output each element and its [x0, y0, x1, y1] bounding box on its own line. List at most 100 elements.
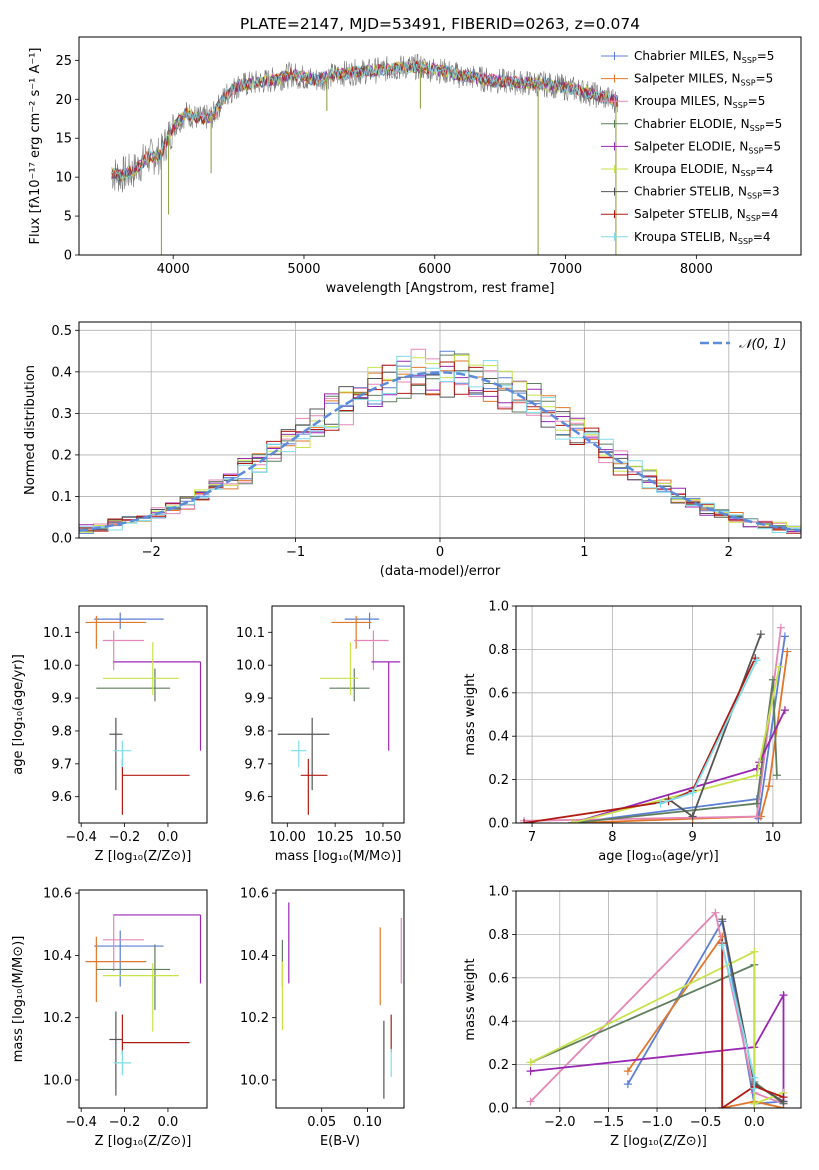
- y-tick-label: 0.0: [488, 1102, 509, 1117]
- y-tick-label: 0.5: [51, 324, 72, 339]
- point-marker: [756, 630, 765, 639]
- y-tick-label: 0.6: [488, 686, 509, 701]
- line-chabrier-elodie: [572, 679, 778, 823]
- y-axis-label: mass weight: [463, 958, 478, 1040]
- mass_vs_Z-axes: −0.4 −0.2 0.0 10.0 10.2 10.4 10.6 Z [log₁₀(Z/Z⊙…: [11, 887, 208, 1149]
- x-tick-label: −0.4: [65, 1115, 97, 1130]
- axes-frame: [271, 605, 405, 824]
- y-tick-label: 10.1: [236, 626, 265, 641]
- y-axis-label: Flux [fλ10⁻¹⁷ erg cm⁻² s⁻¹ A⁻¹]: [28, 48, 43, 245]
- x-tick-label: 6000: [418, 262, 451, 277]
- legend-label: Kroupa STELIB, NSSP=4: [634, 230, 771, 246]
- line-salpeter-miles: [627, 933, 784, 1108]
- y-tick-label: 10.4: [240, 949, 269, 964]
- errorbar-kroupa-stelib: [113, 740, 132, 768]
- y-tick-label: 0.0: [51, 532, 72, 547]
- point-marker: [750, 947, 759, 956]
- y-tick-label: 5: [64, 210, 72, 225]
- point-marker: [779, 991, 788, 1000]
- y-tick-label: 10.0: [43, 659, 72, 674]
- errorbar-salpeter-elodie: [113, 661, 202, 751]
- y-tick-label: 9.8: [51, 724, 72, 739]
- legend-label: Salpeter MILES, NSSP=5: [634, 72, 773, 88]
- axes-frame: [78, 36, 802, 256]
- y-tick-label: 0.6: [488, 971, 509, 986]
- point-marker: [526, 1067, 535, 1076]
- x-tick-label: 8000: [680, 262, 713, 277]
- y-tick-label: 10: [55, 171, 72, 186]
- y-tick-label: 0.8: [488, 643, 509, 658]
- x-tick-label: 1: [580, 545, 588, 560]
- y-tick-label: 0.2: [488, 1058, 509, 1073]
- age_vs_mass-plot-area: [277, 612, 401, 815]
- x-axis-label: wavelength [Angstrom, rest frame]: [326, 281, 555, 296]
- x-tick-label: −2: [142, 545, 161, 560]
- x-axis-label: Z [log₁₀(Z/Z⊙)]: [95, 1134, 192, 1149]
- point-marker: [768, 675, 777, 684]
- x-tick-label: −2.0: [544, 1115, 576, 1130]
- y-tick-label: 0: [64, 249, 72, 264]
- y-axis-label: mass [log₁₀(M/M⊙)]: [11, 936, 26, 1063]
- y-tick-label: 10.2: [240, 1011, 269, 1026]
- x-tick-label: 7000: [549, 262, 582, 277]
- x-axis-label: (data-model)/error: [380, 564, 501, 579]
- point-marker: [772, 771, 781, 780]
- point-marker: [752, 656, 761, 665]
- point-marker: [752, 799, 761, 808]
- errorbar-salpeter-stelib: [300, 758, 328, 815]
- x-tick-label: 10.50: [364, 830, 401, 845]
- errorbar-chabrier-elodie: [96, 668, 171, 702]
- point-marker: [718, 915, 727, 924]
- point-marker: [688, 788, 697, 797]
- y-tick-label: 25: [55, 54, 72, 69]
- y-tick-label: 9.6: [244, 790, 265, 805]
- point-marker: [718, 1104, 727, 1108]
- age_vs_mass-axes: 10.00 10.25 10.50 9.6 9.7 9.8 9.9 10.0 10.1 mass …: [236, 605, 405, 864]
- line-salpeter-stelib: [721, 943, 784, 1108]
- y-tick-label: 9.8: [244, 724, 265, 739]
- x-tick-label: 9: [688, 830, 696, 845]
- errorbar-salpeter-stelib: [121, 758, 190, 815]
- x-tick-label: 7: [528, 830, 536, 845]
- y-axis-label: age [log₁₀(age/yr)]: [11, 654, 26, 775]
- x-tick-label: 4000: [157, 262, 190, 277]
- mass_weight_vs_Z-axes: −2.0 −1.5 −1.0 −0.5 0.0 0.0 0.2 0.4 0.6 0.8 1.0 Z […: [463, 885, 802, 1149]
- y-tick-label: 10.1: [43, 626, 72, 641]
- x-tick-label: −1.5: [593, 1115, 625, 1130]
- residuals-axes: −2 −1 0 1 2 0.0 0.1 0.2 0.3 0.4 0.5 (data-model)/er…: [23, 321, 802, 579]
- y-tick-label: 10.4: [43, 949, 72, 964]
- legend-label: Chabrier MILES, NSSP=5: [634, 49, 774, 65]
- y-tick-label: 10.2: [43, 1011, 72, 1026]
- residuals-plot-area: [79, 348, 801, 534]
- y-tick-label: 10.6: [43, 887, 72, 902]
- errorbar-chabrier-stelib: [109, 1011, 123, 1096]
- x-tick-label: 0.0: [158, 830, 179, 845]
- mass_vs_ebv-plot-area: [281, 902, 402, 1099]
- errorbar-kroupa-miles: [354, 630, 389, 671]
- point-marker: [623, 1067, 632, 1076]
- y-axis-label: mass weight: [463, 673, 478, 755]
- point-marker: [711, 908, 720, 917]
- axes-frame: [515, 605, 802, 824]
- x-axis-label: Z [log₁₀(Z/Z⊙)]: [610, 1134, 707, 1149]
- legend-label: Salpeter STELIB, NSSP=4: [634, 207, 778, 223]
- y-tick-label: 0.4: [51, 365, 72, 380]
- spectrum-axes: 4000 5000 6000 7000 8000 0 5 10 15 20 25 wavelength…: [28, 36, 802, 296]
- legend-label: Chabrier ELODIE, NSSP=5: [634, 117, 782, 133]
- point-marker: [752, 812, 761, 821]
- spectrum-model-kroupa-stelib: [111, 60, 618, 181]
- errorbar-chabrier-miles: [94, 612, 164, 630]
- legend-label: 𝒩(0, 1): [739, 337, 786, 352]
- x-tick-label: 8: [608, 830, 616, 845]
- y-tick-label: 1.0: [488, 600, 509, 615]
- point-marker: [520, 819, 529, 823]
- age_vs_Z-plot-area: [85, 612, 202, 815]
- age_vs_Z-axes: −0.4 −0.2 0.0 9.6 9.7 9.8 9.9 10.0 10.1 Z [log₁₀(…: [11, 605, 208, 864]
- point-marker: [623, 1080, 632, 1089]
- x-tick-label: −1: [286, 545, 305, 560]
- point-marker: [750, 1084, 759, 1093]
- errorbar-kroupa-stelib: [291, 740, 307, 768]
- legend-label: Chabrier STELIB, NSSP=3: [634, 185, 780, 201]
- y-tick-label: 9.7: [51, 757, 72, 772]
- x-tick-label: 0.05: [307, 1115, 336, 1130]
